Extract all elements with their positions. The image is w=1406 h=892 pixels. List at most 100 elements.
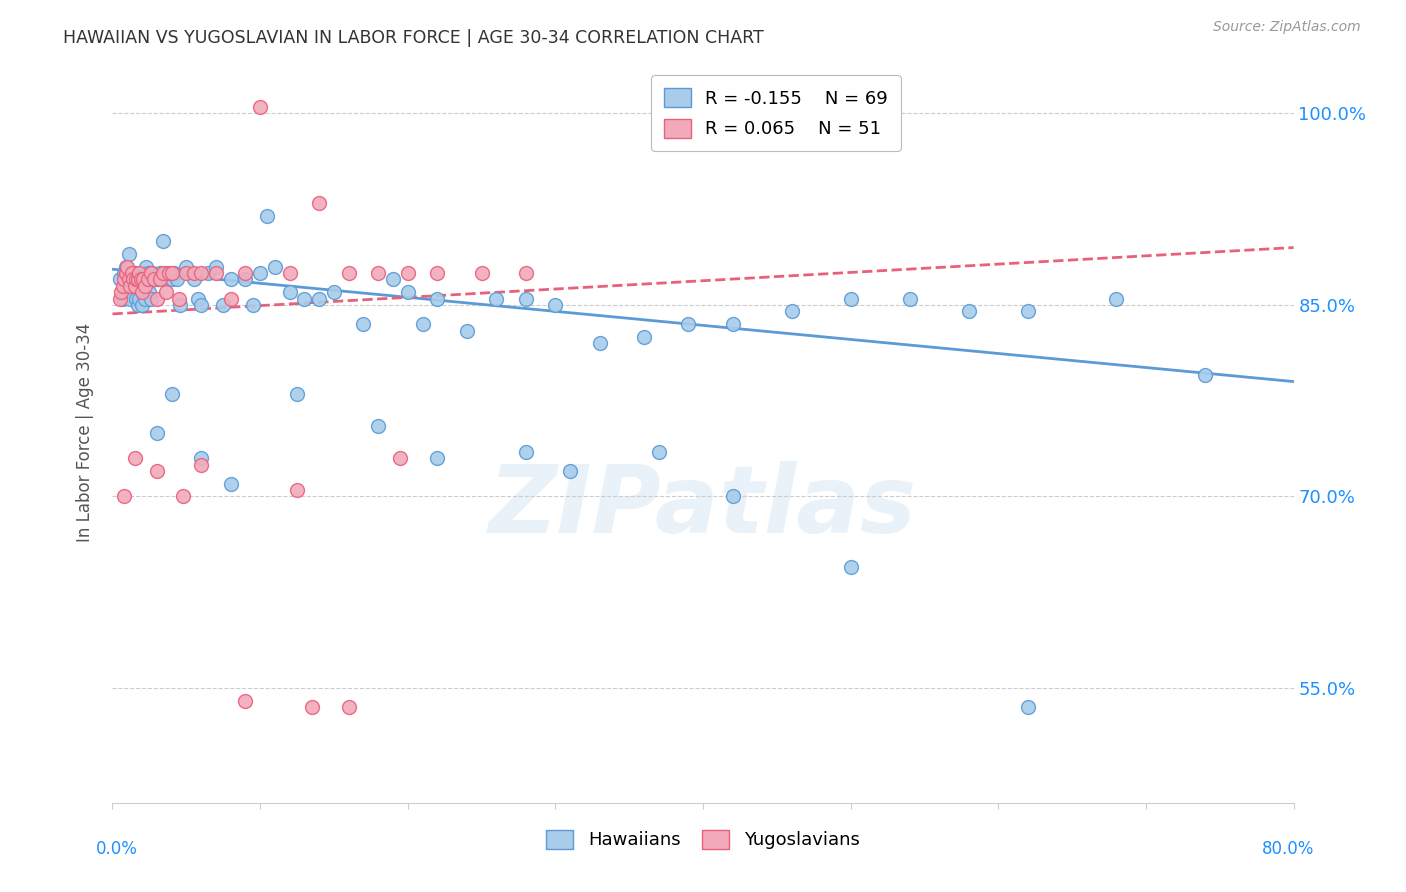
Point xyxy=(134,292,156,306)
Point xyxy=(152,234,174,248)
Point xyxy=(108,292,131,306)
Point xyxy=(308,292,330,306)
Point xyxy=(172,490,194,504)
Point xyxy=(256,209,278,223)
Point xyxy=(129,272,152,286)
Point xyxy=(111,278,134,293)
Point xyxy=(128,292,150,306)
Point xyxy=(135,260,157,274)
Point xyxy=(129,272,152,286)
Point xyxy=(1105,292,1128,306)
Point xyxy=(190,458,212,472)
Point xyxy=(122,272,145,286)
Text: ZIPatlas: ZIPatlas xyxy=(489,460,917,553)
Point xyxy=(117,260,138,274)
Point xyxy=(957,304,980,318)
Point xyxy=(155,266,177,280)
Point xyxy=(839,292,862,306)
Point xyxy=(142,272,165,286)
Y-axis label: In Labor Force | Age 30-34: In Labor Force | Age 30-34 xyxy=(76,323,94,542)
Point xyxy=(219,476,242,491)
Point xyxy=(122,266,145,280)
Point xyxy=(278,266,301,280)
Point xyxy=(396,266,419,280)
Point xyxy=(118,272,141,286)
Point xyxy=(118,247,141,261)
Point xyxy=(112,490,135,504)
Point xyxy=(190,298,212,312)
Point xyxy=(110,285,132,300)
Point xyxy=(120,292,142,306)
Point xyxy=(134,278,156,293)
Point xyxy=(382,272,405,286)
Point xyxy=(166,272,188,286)
Point xyxy=(190,451,212,466)
Point xyxy=(678,317,700,331)
Point xyxy=(233,694,256,708)
Point xyxy=(205,260,228,274)
Point xyxy=(285,483,308,497)
Point xyxy=(411,317,433,331)
Point xyxy=(127,298,149,312)
Point xyxy=(136,272,159,286)
Point xyxy=(352,317,374,331)
Point xyxy=(456,324,478,338)
Point xyxy=(128,266,150,280)
Point xyxy=(125,292,148,306)
Point xyxy=(721,317,744,331)
Point xyxy=(190,266,212,280)
Point xyxy=(157,266,180,280)
Point xyxy=(183,266,205,280)
Point xyxy=(127,272,149,286)
Point xyxy=(264,260,287,274)
Point xyxy=(117,278,138,293)
Point xyxy=(249,100,271,114)
Point xyxy=(558,464,582,478)
Point xyxy=(163,266,186,280)
Point xyxy=(139,266,162,280)
Point xyxy=(183,272,205,286)
Point xyxy=(112,272,135,286)
Point xyxy=(149,266,172,280)
Point xyxy=(149,272,172,286)
Point xyxy=(152,266,174,280)
Point xyxy=(780,304,803,318)
Text: 0.0%: 0.0% xyxy=(96,840,138,858)
Point xyxy=(588,336,610,351)
Point xyxy=(125,272,148,286)
Point xyxy=(160,266,183,280)
Point xyxy=(160,387,183,401)
Point xyxy=(169,298,191,312)
Text: 80.0%: 80.0% xyxy=(1263,840,1315,858)
Point xyxy=(212,298,235,312)
Point xyxy=(515,266,537,280)
Point xyxy=(121,272,143,286)
Point xyxy=(142,272,165,286)
Point xyxy=(155,285,177,300)
Point xyxy=(205,266,228,280)
Text: HAWAIIAN VS YUGOSLAVIAN IN LABOR FORCE | AGE 30-34 CORRELATION CHART: HAWAIIAN VS YUGOSLAVIAN IN LABOR FORCE |… xyxy=(63,29,763,46)
Point xyxy=(187,292,209,306)
Point xyxy=(323,285,346,300)
Point xyxy=(367,419,389,434)
Point xyxy=(426,266,449,280)
Point xyxy=(721,490,744,504)
Point xyxy=(426,451,449,466)
Point xyxy=(470,266,494,280)
Point xyxy=(111,292,134,306)
Point xyxy=(124,451,146,466)
Point xyxy=(131,298,153,312)
Legend: Hawaiians, Yugoslavians: Hawaiians, Yugoslavians xyxy=(538,822,868,856)
Point xyxy=(114,260,136,274)
Point xyxy=(337,266,360,280)
Point xyxy=(197,266,219,280)
Point xyxy=(112,266,135,280)
Point xyxy=(108,272,131,286)
Point xyxy=(301,700,323,714)
Point xyxy=(367,266,389,280)
Point xyxy=(148,272,170,286)
Point xyxy=(233,266,256,280)
Point xyxy=(292,292,315,306)
Point xyxy=(633,330,655,344)
Point xyxy=(132,285,155,300)
